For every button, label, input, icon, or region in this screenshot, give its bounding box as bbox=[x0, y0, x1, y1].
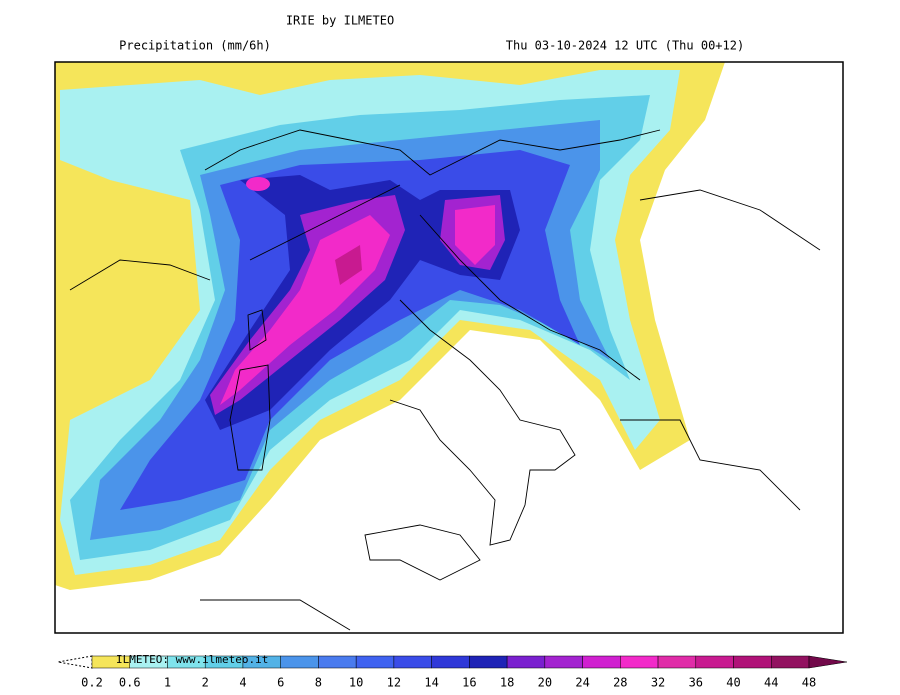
map-frame bbox=[54, 61, 844, 634]
colorbar-label: 16 bbox=[462, 676, 476, 690]
colorbar-label: 24 bbox=[575, 676, 589, 690]
colorbar-box bbox=[657, 655, 697, 669]
colorbar-label: 6 bbox=[277, 676, 284, 690]
colorbar-label: 44 bbox=[764, 676, 778, 690]
colorbar-box bbox=[469, 655, 508, 669]
colorbar-box bbox=[771, 655, 810, 669]
colorbar-box bbox=[582, 655, 621, 669]
colorbar-label: 2 bbox=[202, 676, 209, 690]
coastline bbox=[69, 129, 821, 631]
colorbar-label: 36 bbox=[689, 676, 703, 690]
precip-6 bbox=[210, 195, 505, 415]
colorbar-box bbox=[318, 655, 357, 669]
colorbar-label: 8 bbox=[315, 676, 322, 690]
colorbar-label: 32 bbox=[651, 676, 665, 690]
colorbar-box bbox=[695, 655, 734, 669]
under-arrow bbox=[57, 655, 93, 669]
precip-cell bbox=[246, 177, 270, 191]
map bbox=[54, 61, 844, 634]
colorbar-label: 10 bbox=[349, 676, 363, 690]
colorbar-box bbox=[506, 655, 546, 669]
colorbar-label: 48 bbox=[802, 676, 816, 690]
over-arrow bbox=[808, 655, 848, 669]
colorbar-box bbox=[355, 655, 395, 669]
colorbar-label: 28 bbox=[613, 676, 627, 690]
colorbar-label: 40 bbox=[726, 676, 740, 690]
colorbar-box bbox=[544, 655, 583, 669]
watermark: ILMETEO: www.ilmeteo.it bbox=[116, 653, 268, 666]
colorbar-box bbox=[393, 655, 432, 669]
colorbar-label: 20 bbox=[538, 676, 552, 690]
colorbar-label: 18 bbox=[500, 676, 514, 690]
colorbar-box bbox=[280, 655, 319, 669]
colorbar: 0.2 0.6 1 2 4 6 8 10 12 14 16 18 20 24 28 32 36 40 44 48 bbox=[57, 655, 848, 690]
colorbar-label: 14 bbox=[424, 676, 438, 690]
colorbar-box bbox=[733, 655, 772, 669]
subtitle: Precipitation (mm/6h) bbox=[119, 39, 271, 53]
title: IRIE by ILMETEO bbox=[286, 14, 394, 28]
precip-8 bbox=[335, 245, 362, 285]
colorbar-label: 0.6 bbox=[119, 676, 141, 690]
colorbar-box bbox=[431, 655, 470, 669]
colorbar-label: 1 bbox=[164, 676, 171, 690]
colorbar-label: 12 bbox=[387, 676, 401, 690]
valid-time: Thu 03-10-2024 12 UTC (Thu 00+12) bbox=[506, 39, 744, 53]
colorbar-label: 4 bbox=[239, 676, 246, 690]
colorbar-label: 0.2 bbox=[81, 676, 103, 690]
precip-7 bbox=[220, 205, 495, 405]
colorbar-box bbox=[620, 655, 659, 669]
